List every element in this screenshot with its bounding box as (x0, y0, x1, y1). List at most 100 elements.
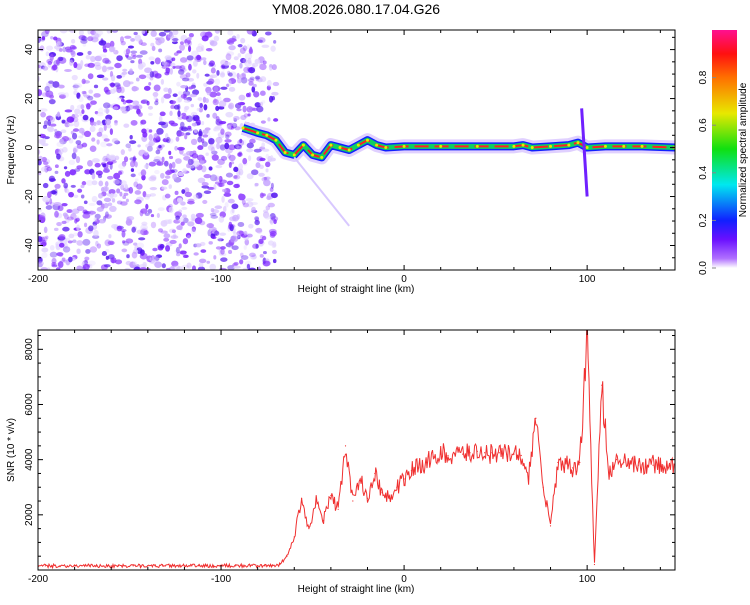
snr-point (110, 565, 112, 567)
noise-blob (145, 203, 149, 210)
noise-blob (129, 140, 137, 145)
noise-blob (49, 244, 55, 251)
noise-blob (121, 230, 126, 238)
noise-blob (140, 169, 147, 177)
noise-blob (257, 266, 261, 270)
noise-blob (103, 197, 112, 203)
noise-blob (64, 68, 72, 72)
snr-point (513, 453, 515, 455)
noise-blob (38, 36, 41, 44)
noise-blob (234, 144, 242, 150)
snr-point (139, 565, 142, 567)
ridge-point (384, 146, 388, 150)
noise-blob (119, 95, 125, 99)
snr-point (564, 461, 566, 464)
noise-blob (134, 34, 142, 42)
noise-blob (71, 113, 79, 119)
y-tick-label: -20 (24, 189, 35, 204)
noise-blob (87, 159, 93, 167)
noise-blob (251, 169, 259, 176)
noise-blob (124, 267, 131, 270)
noise-blob (72, 128, 80, 132)
noise-blob (38, 208, 43, 212)
snr-point (264, 565, 266, 567)
noise-blob (183, 99, 191, 103)
noise-blob (106, 143, 113, 147)
noise-blob (170, 105, 175, 109)
noise-blob (158, 228, 164, 233)
noise-blob (56, 221, 62, 227)
noise-blob (170, 235, 179, 239)
noise-blob (130, 119, 138, 126)
snr-point (645, 464, 647, 466)
noise-blob (141, 221, 148, 226)
noise-blob (246, 106, 253, 113)
noise-blob (50, 36, 54, 40)
x-tick-label: -100 (211, 574, 231, 585)
noise-blob (215, 136, 223, 144)
noise-blob (238, 163, 243, 171)
noise-blob (103, 264, 111, 268)
noise-blob (111, 138, 119, 144)
noise-blob (172, 38, 179, 42)
noise-blob (76, 165, 84, 170)
ridge-point (622, 144, 626, 148)
ridge-point (512, 144, 516, 148)
noise-blob (39, 108, 48, 112)
noise-blob (260, 120, 266, 124)
noise-blob (41, 252, 48, 259)
noise-blob (176, 50, 182, 54)
noise-blob (248, 223, 254, 229)
snr-point (315, 500, 317, 502)
noise-blob (105, 255, 109, 260)
noise-blob (258, 238, 264, 245)
noise-blob (263, 176, 267, 181)
noise-blob (180, 127, 189, 132)
ridge-branch (293, 156, 350, 227)
snr-point (667, 467, 669, 469)
colorbar-gradient (712, 30, 737, 268)
noise-blob (64, 122, 70, 128)
ridge-point (567, 143, 571, 147)
noise-blob (71, 74, 78, 81)
noise-blob (231, 203, 239, 210)
noise-blob (111, 198, 116, 203)
noise-blob (227, 265, 235, 270)
noise-blob (242, 139, 247, 146)
noise-blob (232, 174, 241, 180)
noise-blob (233, 166, 239, 173)
noise-blob (77, 188, 83, 193)
noise-blob (155, 149, 161, 155)
noise-blob (180, 121, 185, 128)
noise-blob (246, 142, 254, 149)
snr-point (425, 461, 427, 464)
noise-blob (163, 160, 169, 166)
noise-blob (44, 86, 50, 93)
noise-blob (69, 169, 77, 176)
noise-blob (213, 128, 217, 132)
noise-blob (147, 208, 153, 214)
y-tick-label: 40 (24, 44, 35, 56)
noise-blob (111, 30, 119, 33)
noise-blob (59, 30, 68, 34)
noise-blob (242, 267, 249, 270)
noise-blob (88, 225, 94, 232)
spectrogram-xlabel: Height of straight line (km) (298, 284, 415, 295)
noise-blob (259, 63, 267, 71)
noise-blob (104, 181, 109, 187)
noise-blob (48, 99, 56, 105)
noise-blob (129, 134, 133, 140)
noise-blob (142, 190, 147, 198)
noise-blob (120, 201, 128, 206)
x-tick-label: 100 (579, 274, 596, 285)
noise-blob (220, 246, 226, 250)
noise-blob (40, 166, 49, 172)
noise-blob (178, 209, 183, 213)
noise-blob (87, 73, 94, 80)
noise-blob (153, 158, 161, 163)
noise-blob (69, 30, 76, 33)
noise-blob (130, 50, 138, 54)
noise-blob (44, 30, 50, 35)
noise-blob (184, 187, 190, 194)
noise-blob (273, 219, 277, 225)
